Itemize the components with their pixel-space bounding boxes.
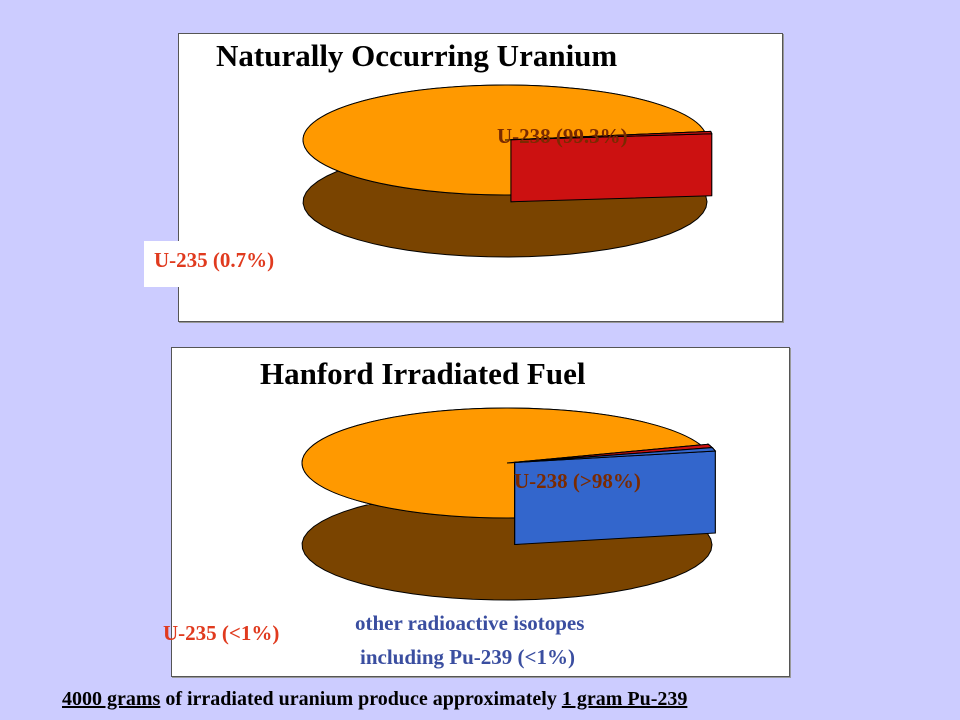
footer-grams: 4000 grams	[62, 688, 161, 710]
slice-label-other-line1: other radioactive isotopes	[355, 611, 584, 635]
slice-label-u235: U-235 (0.7%)	[144, 241, 326, 287]
slice-label-u238: U-238 (99.3%)	[497, 124, 628, 148]
footer-pu: 1 gram Pu-239	[561, 688, 688, 710]
pie-slice-other-radioactive-isotopes-including-pu-239	[514, 446, 717, 546]
pie-slice-u-235	[510, 130, 713, 203]
chart-title: Hanford Irradiated Fuel	[260, 356, 586, 391]
pie-slice-top	[510, 130, 713, 141]
chart-title: Naturally Occurring Uranium	[216, 38, 618, 73]
footer-note: 4000 grams of irradiated uranium produce…	[62, 688, 902, 711]
slice-label-u238: U-238 (>98%)	[514, 469, 641, 493]
slice-label-u235: U-235 (<1%)	[163, 621, 279, 645]
pie-slice-face	[514, 450, 716, 546]
pie-slice-top	[514, 447, 717, 463]
footer-middle: of irradiated uranium produce approximat…	[160, 688, 562, 710]
slice-label-other-line2: including Pu-239 (<1%)	[360, 645, 575, 669]
